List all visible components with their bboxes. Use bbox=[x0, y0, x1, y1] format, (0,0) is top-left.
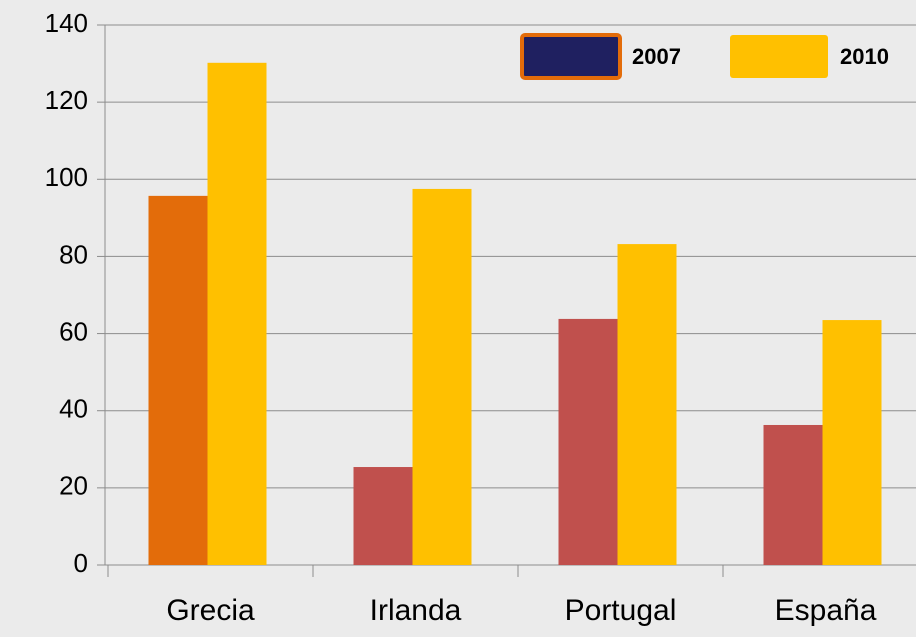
bar bbox=[763, 424, 823, 565]
x-tick-label: España bbox=[775, 594, 877, 627]
bar bbox=[558, 318, 618, 565]
y-tick-label: 100 bbox=[45, 162, 88, 192]
bar bbox=[412, 188, 472, 565]
legend-label: 2007 bbox=[632, 44, 681, 69]
bar bbox=[822, 320, 882, 565]
bar bbox=[207, 62, 267, 566]
y-tick-label: 60 bbox=[59, 316, 88, 346]
y-tick-label: 20 bbox=[59, 471, 88, 501]
legend-swatch bbox=[730, 35, 828, 78]
bar bbox=[353, 467, 413, 565]
y-tick-label: 0 bbox=[74, 548, 88, 578]
y-tick-label: 40 bbox=[59, 394, 88, 424]
legend-label: 2010 bbox=[840, 44, 889, 69]
x-tick-label: Irlanda bbox=[370, 594, 462, 627]
x-tick-label: Portugal bbox=[565, 594, 677, 627]
legend-swatch bbox=[520, 33, 622, 80]
y-tick-label: 120 bbox=[45, 85, 88, 115]
x-tick-label: Grecia bbox=[166, 594, 255, 627]
bar bbox=[148, 195, 208, 565]
bar bbox=[617, 244, 677, 566]
y-tick-label: 80 bbox=[59, 239, 88, 269]
y-tick-label: 140 bbox=[45, 8, 88, 38]
